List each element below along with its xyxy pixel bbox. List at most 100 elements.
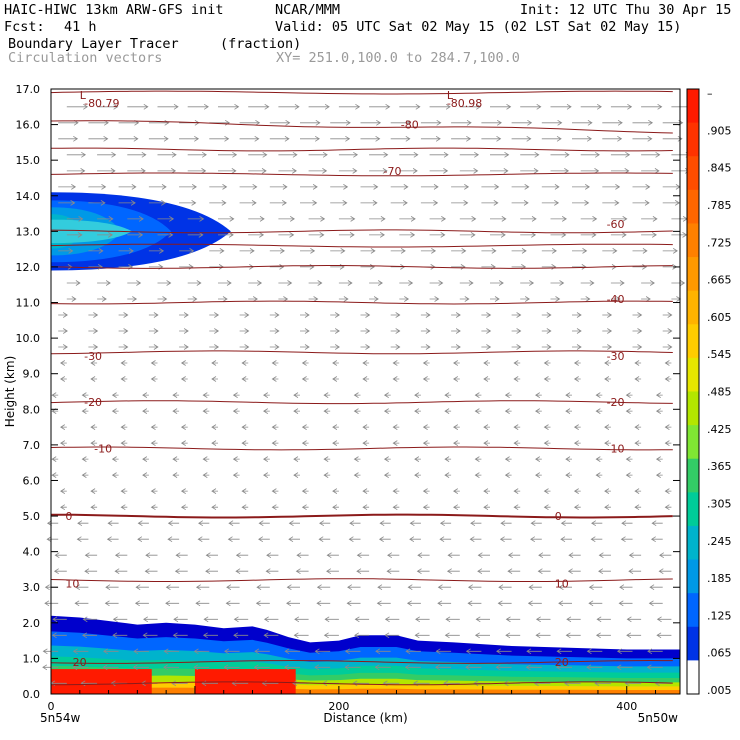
colorbar-swatch: [687, 324, 699, 359]
vector-arrow: [338, 168, 358, 174]
vector-arrow: [374, 664, 391, 671]
vector-arrow: [239, 135, 260, 142]
vector-arrow: [318, 536, 331, 543]
vector-arrow: [595, 456, 603, 462]
vector-arrow: [392, 424, 400, 430]
vector-arrow: [399, 103, 421, 110]
vector-arrow: [641, 296, 651, 302]
vector-arrow: [474, 392, 482, 398]
vector-arrow: [338, 216, 356, 222]
vector-arrow: [134, 600, 149, 607]
vector-arrow: [187, 296, 198, 302]
vector-arrow: [187, 151, 207, 158]
vector-arrow: [353, 456, 361, 462]
vector-arrow: [197, 536, 210, 543]
vector-arrow: [163, 664, 180, 671]
vector-arrow: [269, 135, 290, 142]
colorbar-label: .365: [707, 460, 732, 473]
vector-arrow: [383, 456, 391, 462]
vector-arrow: [295, 568, 309, 575]
vector-arrow: [90, 424, 98, 430]
vector-arrow: [293, 408, 300, 414]
vector-arrow: [511, 184, 530, 190]
vector-arrow: [507, 552, 521, 559]
vector-arrow: [386, 568, 400, 575]
vector-arrow: [58, 344, 68, 350]
vector-arrow: [650, 536, 663, 543]
vector-arrow: [602, 344, 613, 350]
vector-arrow: [490, 216, 507, 222]
vector-arrow: [616, 648, 633, 655]
vector-arrow: [172, 632, 188, 639]
vector-arrow: [148, 312, 159, 318]
vector-arrow: [300, 344, 310, 350]
vector-arrow: [157, 151, 177, 158]
vector-arrow: [360, 119, 382, 126]
vector-arrow: [565, 408, 572, 414]
vector-arrow: [88, 184, 107, 190]
vector-arrow: [446, 568, 460, 575]
vector-arrow: [369, 296, 379, 302]
vector-arrow: [507, 568, 521, 575]
vector-arrow: [387, 552, 400, 559]
vector-arrow: [602, 119, 623, 126]
vector-arrow: [330, 328, 340, 334]
vector-arrow: [248, 168, 267, 174]
vector-arrow: [664, 376, 672, 382]
vector-arrow: [150, 488, 158, 494]
vector-arrow: [422, 424, 430, 430]
vector-arrow: [392, 376, 400, 382]
colorbar-swatch: [687, 593, 699, 628]
vector-arrow: [241, 424, 249, 430]
vector-arrow: [376, 600, 391, 607]
vector-arrow: [269, 328, 280, 334]
temperature-contour-20: [50, 659, 673, 664]
vector-arrow: [595, 408, 603, 414]
vector-arrow: [399, 168, 418, 174]
vector-arrow: [390, 328, 401, 334]
temperature-contour--80: [50, 120, 673, 134]
colorbar-label: .725: [707, 236, 732, 249]
y-tick-label: 2.0: [23, 617, 41, 630]
vector-arrow: [132, 664, 149, 671]
vector-arrow: [127, 296, 138, 302]
vector-arrow: [114, 568, 128, 575]
vector-arrow: [326, 568, 339, 575]
vector-arrow: [187, 216, 205, 222]
vector-arrow: [97, 151, 117, 158]
vector-arrow: [598, 568, 611, 575]
vector-arrow: [97, 168, 116, 174]
vector-arrow: [573, 376, 581, 382]
vector-arrow: [354, 632, 370, 639]
vector-arrow: [474, 632, 490, 639]
vector-arrow: [662, 184, 681, 190]
vector-arrow: [422, 440, 430, 446]
vector-arrow: [332, 488, 339, 494]
colorbar-swatch: [687, 660, 699, 695]
vector-arrow: [535, 632, 551, 639]
vector-arrow: [323, 408, 331, 414]
vector-arrow: [390, 200, 408, 206]
vector-arrow: [556, 648, 572, 655]
temperature-contour--30: [50, 350, 673, 355]
vector-arrow: [467, 600, 482, 607]
vector-arrow: [330, 135, 351, 142]
vector-arrow: [172, 456, 180, 462]
vector-arrow: [53, 568, 67, 575]
vector-arrow: [195, 600, 210, 607]
vector-arrow: [414, 456, 421, 462]
vector-arrow: [175, 552, 188, 559]
vector-arrow: [224, 648, 240, 655]
vector-arrow: [565, 632, 581, 639]
temperature-contour-extra: [50, 90, 673, 95]
contour-label: 0: [65, 510, 72, 523]
vector-arrow: [51, 456, 59, 462]
vector-arrow: [360, 312, 371, 318]
vector-arrow: [263, 616, 279, 623]
contour-label: -20: [84, 396, 102, 409]
vector-arrow: [429, 232, 446, 238]
vector-arrow: [671, 216, 688, 222]
vector-arrow: [97, 232, 113, 238]
y-tick-label: 7.0: [23, 439, 41, 452]
